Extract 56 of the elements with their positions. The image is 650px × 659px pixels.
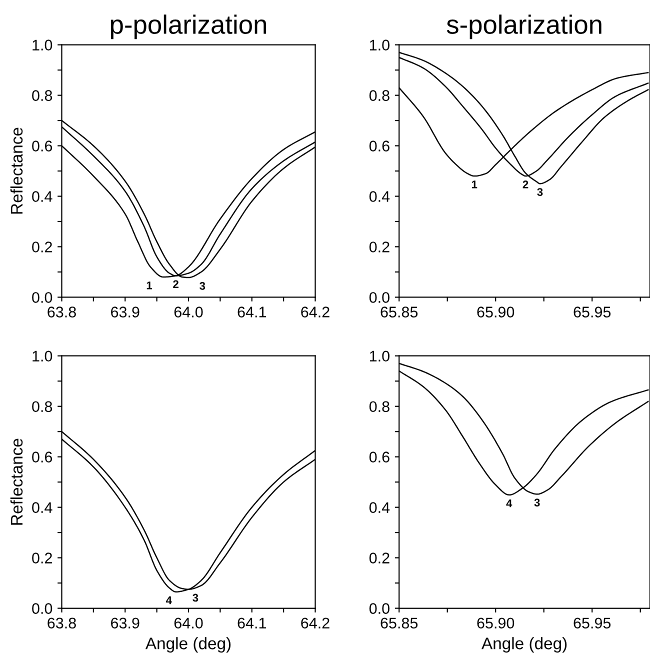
series-label: 2 <box>522 180 528 188</box>
y-axis-title: Reflectance <box>10 128 23 214</box>
y-tick-label: 0.2 <box>369 242 390 252</box>
x-tick-label: 63.8 <box>48 306 76 318</box>
series-label: 1 <box>146 282 152 290</box>
y-tick-label: 0.8 <box>32 90 52 101</box>
x-tick-label: 64.1 <box>238 306 266 318</box>
y-tick-label: 0.6 <box>369 140 390 152</box>
series-label: 4 <box>506 500 512 508</box>
series-label: 4 <box>166 596 172 604</box>
x-tick-label: 63.8 <box>48 618 76 629</box>
y-tick-label: 1.0 <box>370 350 390 362</box>
series-label: 1 <box>472 180 478 188</box>
series-label: 2 <box>173 280 178 288</box>
chart-title: p-polarization <box>110 14 266 40</box>
x-tick-label: 63.9 <box>111 306 140 318</box>
x-tick-label: 64.0 <box>174 618 203 629</box>
x-tick-label: 64.1 <box>238 618 266 629</box>
y-tick-label: 0.4 <box>369 502 390 513</box>
y-tick-label: 0.4 <box>32 502 52 513</box>
series-label: 3 <box>200 282 206 290</box>
y-axis-title: Reflectance <box>10 438 23 525</box>
series-label: 3 <box>192 594 198 602</box>
y-tick-label: 1.0 <box>370 40 390 50</box>
y-tick-label: 0.4 <box>32 191 52 202</box>
y-tick-label: 0.0 <box>32 603 52 614</box>
series-label: 3 <box>534 498 540 507</box>
y-tick-label: 0.8 <box>369 90 390 101</box>
x-tick-label: 65.90 <box>477 306 514 318</box>
x-tick-label: 63.9 <box>111 618 140 629</box>
y-tick-label: 0.6 <box>369 452 390 463</box>
y-tick-label: 0.8 <box>32 401 52 412</box>
x-axis-title: Angle (deg) <box>482 637 567 653</box>
y-tick-label: 0.0 <box>369 603 390 614</box>
x-tick-label: 65.95 <box>574 618 611 629</box>
x-tick-label: 64.2 <box>301 306 330 318</box>
y-tick-label: 0.2 <box>369 552 390 564</box>
x-tick-label: 65.85 <box>380 618 418 629</box>
y-tick-label: 0.0 <box>369 292 390 303</box>
y-tick-label: 0.6 <box>32 452 52 463</box>
y-tick-label: 0.4 <box>369 191 390 202</box>
x-tick-label: 64.2 <box>301 618 330 629</box>
y-tick-label: 1.0 <box>32 40 52 50</box>
x-tick-label: 65.85 <box>380 306 418 318</box>
y-tick-label: 0.2 <box>32 552 52 564</box>
x-tick-label: 65.90 <box>477 618 514 629</box>
y-tick-label: 0.2 <box>32 242 52 252</box>
chart-title: s-polarization <box>446 14 602 40</box>
y-tick-label: 1.0 <box>32 350 52 362</box>
x-axis-title: Angle (deg) <box>145 637 231 653</box>
y-tick-label: 0.6 <box>32 140 52 152</box>
y-tick-label: 0.0 <box>32 292 52 303</box>
x-tick-label: 64.0 <box>174 306 203 318</box>
x-tick-label: 65.95 <box>574 306 611 318</box>
series-label: 3 <box>537 188 543 196</box>
y-tick-label: 0.8 <box>369 401 390 412</box>
